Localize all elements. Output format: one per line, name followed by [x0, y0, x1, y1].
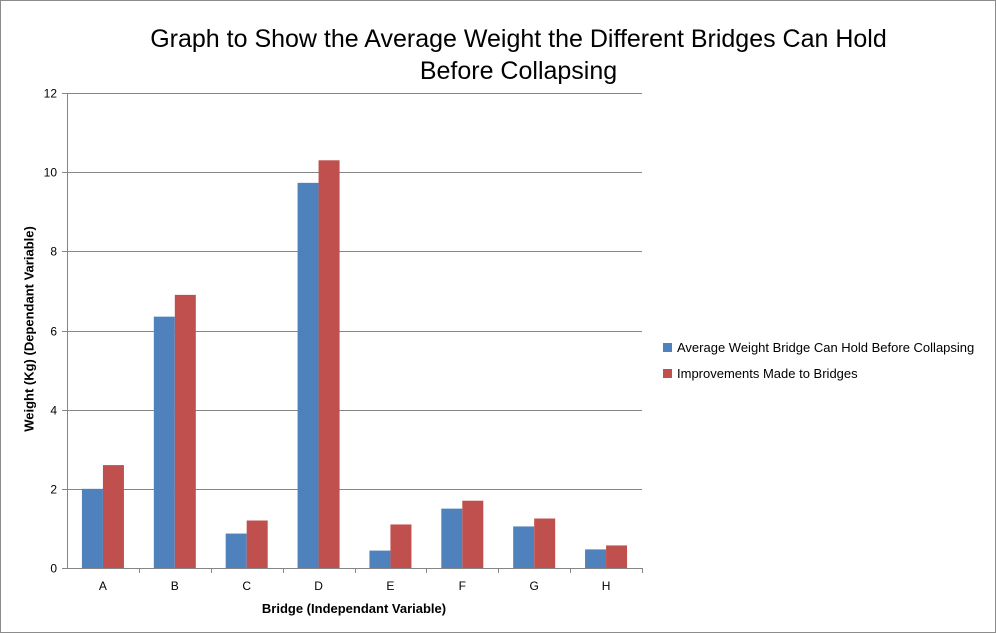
bar-g-series-1: [513, 526, 535, 568]
legend: Average Weight Bridge Can Hold Before Co…: [663, 334, 974, 386]
y-tick-label: 0: [50, 562, 57, 576]
legend-label: Improvements Made to Bridges: [677, 365, 858, 381]
bar-e-series-2: [390, 524, 412, 568]
legend-item: Improvements Made to Bridges: [663, 360, 974, 386]
legend-label: Average Weight Bridge Can Hold Before Co…: [677, 339, 975, 355]
y-tick-label: 10: [44, 166, 58, 180]
bar-d-series-1: [297, 182, 319, 568]
x-tick-label: G: [530, 579, 539, 593]
bar-d-series-2: [318, 160, 340, 568]
y-tick-label: 2: [50, 483, 57, 497]
bar-b-series-2: [174, 294, 196, 568]
bar-e-series-1: [369, 550, 391, 568]
chart-title: Graph to Show the Average Weight the Dif…: [150, 25, 887, 85]
x-tick-label: C: [242, 579, 251, 593]
bar-h-series-2: [606, 545, 628, 568]
bar-f-series-2: [462, 500, 484, 568]
bar-a-series-1: [81, 488, 103, 568]
x-tick-label: F: [459, 579, 466, 593]
y-tick-label: 6: [50, 325, 57, 339]
bar-b-series-1: [153, 316, 175, 568]
x-tick-label: D: [314, 579, 323, 593]
y-tick-label: 12: [44, 87, 58, 101]
legend-swatch: [663, 342, 672, 352]
x-axis-label: Bridge (Independant Variable): [261, 601, 447, 616]
x-tick-label: E: [386, 579, 394, 593]
legend-item: Average Weight Bridge Can Hold Before Co…: [663, 334, 974, 360]
x-tick-label: H: [602, 579, 611, 593]
legend-swatch: [663, 368, 672, 378]
x-tick-label: A: [99, 579, 107, 593]
bar-g-series-2: [534, 518, 556, 568]
bar-c-series-1: [225, 533, 247, 568]
x-tick-label: B: [171, 579, 179, 593]
y-tick-label: 8: [50, 245, 57, 259]
bar-c-series-2: [246, 520, 268, 568]
y-tick-label: 4: [50, 404, 57, 418]
bar-a-series-2: [102, 465, 124, 568]
y-axis-label: Weight (Kg) (Dependant Variable): [21, 226, 37, 432]
bar-f-series-1: [441, 508, 463, 568]
bar-h-series-1: [585, 549, 607, 568]
